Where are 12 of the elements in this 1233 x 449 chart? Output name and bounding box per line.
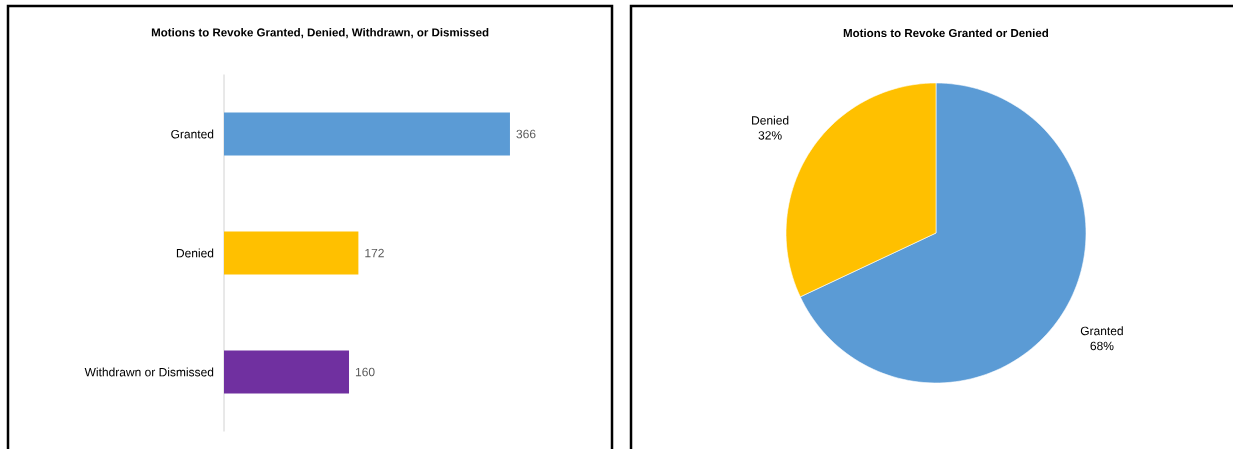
- slice-label: Denied: [752, 115, 789, 125]
- slice-label: Granted: [1080, 326, 1123, 336]
- chart-title: Motions to Revoke Granted, Denied, Withdrawn, or Dismissed: [151, 28, 489, 39]
- y-tick-label: Withdrawn or Dismissed: [84, 367, 214, 377]
- data-label: 68%: [1090, 341, 1114, 351]
- data-label: 172: [365, 248, 384, 258]
- data-label: 160: [355, 367, 375, 377]
- y-tick-label: Denied: [176, 248, 214, 258]
- y-tick-label: Granted: [171, 129, 214, 139]
- data-label: 366: [516, 129, 536, 139]
- data-label: 32%: [758, 131, 782, 140]
- chart-title: Motions to Revoke Granted or Denied: [843, 28, 1049, 38]
